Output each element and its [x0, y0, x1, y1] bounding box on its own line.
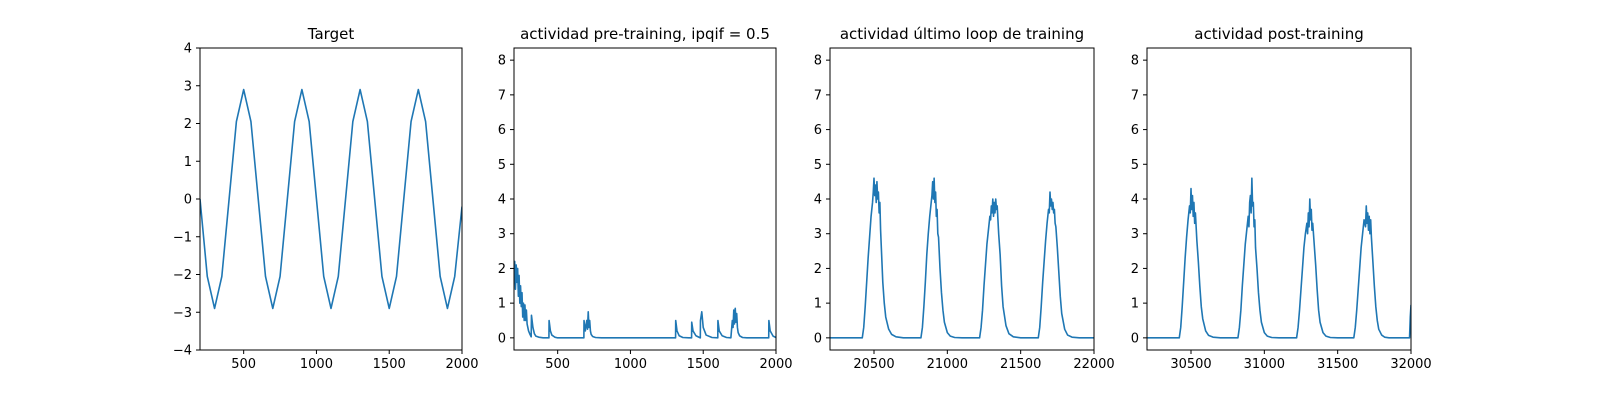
- series-line-1: [830, 177, 1094, 339]
- chart-title: actividad último loop de training: [840, 25, 1084, 43]
- y-tick-label: 1: [184, 155, 192, 170]
- x-tick-label: 1500: [373, 357, 406, 372]
- y-tick-label: 2: [1131, 262, 1139, 277]
- chart-title: actividad post-training: [1194, 25, 1363, 43]
- y-tick-label: 4: [1131, 193, 1139, 208]
- series-line-1: [514, 260, 776, 339]
- y-tick-label: 6: [1131, 123, 1139, 138]
- x-tick-label: 2000: [759, 357, 792, 372]
- y-tick-label: 2: [498, 262, 506, 277]
- y-tick-label: −4: [173, 344, 192, 359]
- y-tick-label: 1: [1131, 297, 1139, 312]
- x-tick-label: 1000: [300, 357, 333, 372]
- x-tick-label: 22000: [1073, 357, 1114, 372]
- y-tick-label: 6: [814, 123, 822, 138]
- y-tick-label: 5: [1131, 158, 1139, 173]
- x-tick-label: 500: [231, 357, 256, 372]
- y-tick-label: 4: [184, 42, 192, 57]
- y-tick-label: 3: [814, 227, 822, 242]
- y-tick-label: 0: [1131, 331, 1139, 346]
- y-tick-label: 1: [814, 297, 822, 312]
- x-tick-label: 31000: [1244, 357, 1285, 372]
- x-tick-label: 32000: [1390, 357, 1431, 372]
- y-tick-label: 0: [498, 331, 506, 346]
- y-tick-label: 5: [814, 158, 822, 173]
- x-tick-label: 1000: [614, 357, 647, 372]
- y-tick-label: −2: [173, 268, 192, 283]
- x-tick-label: 500: [545, 357, 570, 372]
- x-tick-label: 1500: [687, 357, 720, 372]
- y-tick-label: 1: [498, 297, 506, 312]
- series-line-1: [200, 88, 462, 310]
- y-tick-label: 7: [814, 88, 822, 103]
- y-tick-label: 8: [814, 54, 822, 69]
- y-tick-label: 2: [814, 262, 822, 277]
- y-tick-label: 8: [498, 54, 506, 69]
- x-tick-label: 31500: [1317, 357, 1358, 372]
- y-tick-label: 6: [498, 123, 506, 138]
- x-tick-label: 30500: [1170, 357, 1211, 372]
- x-tick-label: 21500: [1000, 357, 1041, 372]
- chart-title: Target: [307, 25, 355, 43]
- y-tick-label: 5: [498, 158, 506, 173]
- chart-panel-2: 500 1000 1500 2000 0 1 2 3 4 5 6 7 8 actividad pre-tr…: [498, 25, 793, 372]
- y-tick-label: −1: [173, 230, 192, 245]
- chart-panel-4: 30500 31000 31500 32000 0 1 2 3 4 5 6 7 8 actividad p…: [1131, 25, 1432, 372]
- y-tick-label: 0: [814, 331, 822, 346]
- x-tick-label: 21000: [927, 357, 968, 372]
- y-tick-label: 4: [814, 193, 822, 208]
- y-tick-label: 3: [1131, 227, 1139, 242]
- y-tick-label: 0: [184, 193, 192, 208]
- y-tick-label: 7: [1131, 88, 1139, 103]
- y-tick-label: 4: [498, 193, 506, 208]
- y-tick-label: 8: [1131, 54, 1139, 69]
- y-tick-label: 3: [184, 79, 192, 94]
- chart-title: actividad pre-training, ipqif = 0.5: [520, 25, 770, 43]
- y-tick-label: −3: [173, 306, 192, 321]
- chart-panel-3: 20500 21000 21500 22000 0 1 2 3 4 5 6 7 8 actividad ú…: [814, 25, 1115, 372]
- y-tick-label: 2: [184, 117, 192, 132]
- chart-panel-1: 500 1000 1500 2000 −4 −3 −2 −1 0 1 2 3 4 Target: [173, 25, 479, 372]
- series-line-1: [1147, 177, 1411, 339]
- x-tick-label: 2000: [445, 357, 478, 372]
- x-tick-label: 20500: [853, 357, 894, 372]
- y-tick-label: 7: [498, 88, 506, 103]
- y-tick-label: 3: [498, 227, 506, 242]
